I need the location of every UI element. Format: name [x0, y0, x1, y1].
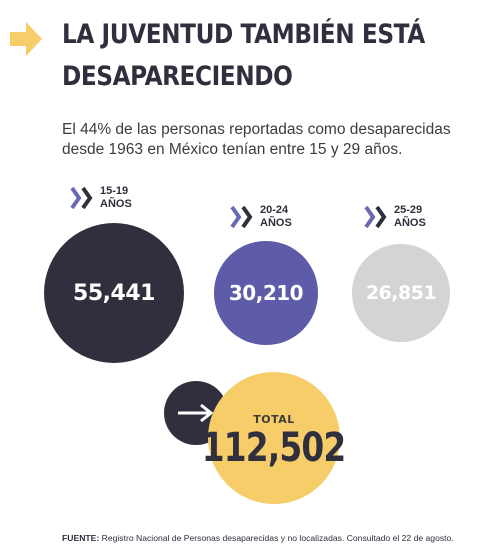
source-text: Registro Nacional de Personas desapareci…: [99, 533, 454, 543]
total-value: 112,502: [202, 424, 346, 471]
value-bubble: 55,441: [44, 223, 184, 363]
age-unit: AÑOS: [260, 217, 292, 229]
age-range: 25-29: [394, 204, 423, 216]
source-note: FUENTE: Registro Nacional de Personas de…: [62, 533, 472, 543]
age-range: 15-19: [100, 185, 129, 197]
bubble-value-label: 30,210: [228, 280, 304, 305]
value-bubble: 30,210: [214, 241, 318, 345]
page-title: LA JUVENTUD TAMBIÉN ESTÁ DESAPARECIENDO: [62, 14, 425, 98]
total-bubble: TOTAL 112,502: [202, 372, 347, 504]
source-label: FUENTE:: [62, 533, 100, 543]
bubble-value-label: 26,851: [365, 281, 437, 304]
value-bubble: 26,851: [352, 244, 450, 342]
title-line-1: LA JUVENTUD TAMBIÉN ESTÁ: [62, 19, 425, 50]
arrow-right-icon: [178, 403, 214, 423]
age-range-label: 20-24 AÑOS: [260, 204, 292, 230]
age-range-label: 25-29 AÑOS: [394, 204, 426, 230]
title-line-2: DESAPARECIENDO: [62, 61, 293, 92]
age-range: 20-24: [260, 204, 289, 216]
subtitle: El 44% de las personas reportadas como d…: [62, 121, 451, 158]
arrow-right-icon: [10, 22, 42, 56]
age-range-label: 15-19 AÑOS: [100, 185, 132, 211]
total-label: TOTAL: [253, 412, 295, 426]
chevron-double-right-icon: [364, 205, 387, 229]
age-unit: AÑOS: [394, 217, 426, 229]
bubble-value-label: 55,441: [73, 280, 155, 306]
chevron-double-right-icon: [70, 186, 93, 210]
chevron-double-right-icon: [230, 205, 253, 229]
age-unit: AÑOS: [100, 198, 132, 210]
